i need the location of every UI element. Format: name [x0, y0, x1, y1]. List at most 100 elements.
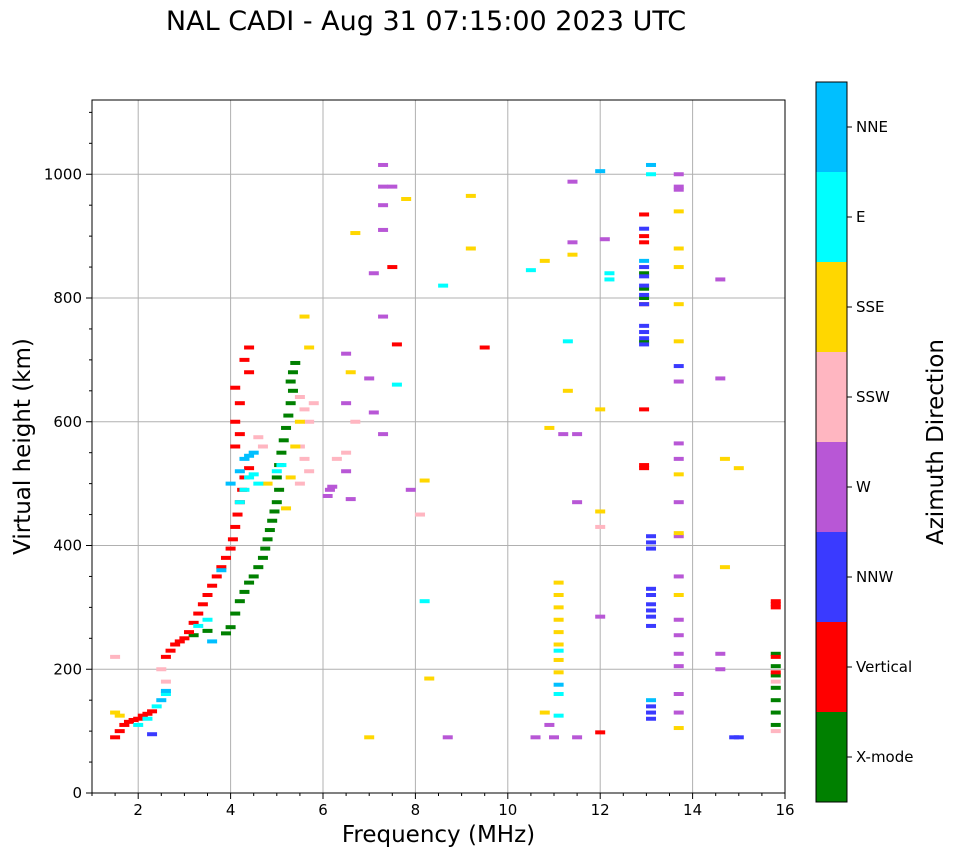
- colorbar-label: Vertical: [856, 658, 912, 676]
- data-point-x-mode: [770, 722, 781, 727]
- data-point-sse: [401, 197, 412, 201]
- data-point-w: [673, 184, 684, 189]
- data-point-w: [368, 271, 379, 276]
- data-point-w: [549, 735, 559, 740]
- data-point-sse: [281, 506, 292, 511]
- data-point-w: [322, 494, 333, 498]
- data-point-e: [160, 692, 171, 696]
- data-point-sse: [424, 676, 435, 681]
- data-point-ssw: [770, 679, 781, 684]
- data-point-nne: [207, 639, 218, 644]
- data-point-w: [673, 534, 684, 539]
- data-point-e: [604, 277, 615, 282]
- data-point-nne: [646, 162, 657, 167]
- data-point-x-mode: [770, 651, 781, 656]
- data-point-e: [234, 500, 245, 505]
- plot-area: [92, 100, 785, 793]
- y-tick-label: 200: [53, 660, 82, 678]
- data-point-sse: [673, 531, 684, 536]
- data-point-w: [442, 735, 453, 740]
- data-point-x-mode: [271, 500, 282, 505]
- y-axis-label: Virtual height (km): [10, 338, 36, 555]
- colorbar-segment: [816, 172, 847, 262]
- data-point-x-mode: [230, 611, 241, 616]
- data-point-w: [572, 500, 583, 505]
- data-point-w: [544, 722, 555, 727]
- data-point-x-mode: [262, 537, 273, 542]
- data-point-x-mode: [285, 379, 296, 384]
- x-tick-label: 16: [775, 801, 794, 819]
- data-point-nnw: [646, 602, 657, 607]
- colorbar-frame: [815, 81, 848, 803]
- data-point-sse: [562, 388, 573, 393]
- data-point-sse: [719, 456, 730, 461]
- y-tick-label: 600: [53, 413, 82, 431]
- x-tick-label: 6: [318, 801, 328, 819]
- data-point-w: [341, 401, 352, 406]
- data-point-vertical: [184, 630, 195, 635]
- data-point-e: [253, 481, 264, 486]
- data-point-sse: [553, 657, 564, 662]
- colorbar-segment: [816, 532, 847, 622]
- data-point-sse: [673, 209, 684, 214]
- data-point-nne: [639, 258, 650, 263]
- data-point-sse: [553, 670, 564, 675]
- data-point-vertical: [147, 709, 158, 714]
- colorbar-label: E: [856, 208, 865, 226]
- data-point-nnw: [646, 614, 657, 619]
- x-tick-label: 2: [133, 801, 143, 819]
- data-point-vertical: [207, 583, 218, 588]
- data-point-nnw: [639, 342, 650, 347]
- data-point-x-mode: [248, 574, 259, 579]
- data-point-sse: [673, 265, 684, 270]
- colorbar-segment: [816, 622, 847, 712]
- x-axis-label: Frequency (MHz): [342, 822, 535, 848]
- data-point-vertical: [119, 722, 130, 727]
- data-point-ssw: [415, 512, 426, 517]
- data-point-e: [553, 713, 564, 718]
- data-point-sse: [539, 710, 550, 715]
- data-point-ssw: [294, 481, 305, 486]
- data-point-ssw: [257, 444, 268, 449]
- data-point-vertical: [225, 546, 236, 551]
- data-point-vertical: [770, 654, 781, 659]
- data-point-x-mode: [639, 339, 650, 344]
- data-point-vertical: [639, 240, 650, 245]
- data-point-sse: [294, 419, 305, 424]
- data-point-nne: [248, 450, 259, 455]
- data-point-x-mode: [244, 580, 255, 585]
- data-point-e: [151, 704, 162, 709]
- data-point-nnw: [646, 586, 657, 591]
- data-point-sse: [553, 642, 564, 647]
- data-point-ssw: [160, 679, 171, 684]
- colorbar-label: W: [856, 478, 871, 496]
- data-point-ssw: [331, 456, 342, 461]
- data-point-w: [368, 410, 379, 415]
- data-point-nnw: [639, 265, 650, 270]
- data-point-vertical: [239, 357, 250, 362]
- colorbar-segment: [816, 352, 847, 442]
- data-point-vertical: [770, 670, 781, 675]
- data-point-w: [595, 614, 606, 619]
- data-point-vertical: [179, 636, 190, 641]
- data-point-vertical: [232, 512, 243, 517]
- data-point-vertical: [391, 342, 402, 347]
- data-point-sse: [719, 565, 730, 570]
- data-point-w: [715, 277, 726, 282]
- data-point-nnw: [646, 534, 657, 539]
- data-point-sse: [285, 475, 296, 480]
- colorbar-label: NNW: [856, 568, 893, 586]
- data-point-sse: [110, 710, 121, 715]
- data-point-w: [673, 187, 684, 192]
- data-point-w: [673, 651, 684, 656]
- y-tick-label: 1000: [44, 165, 82, 183]
- data-point-w: [599, 237, 610, 242]
- data-point-x-mode: [770, 685, 781, 690]
- data-point-nnw: [733, 735, 744, 740]
- x-tick-label: 12: [591, 801, 610, 819]
- data-point-w: [405, 487, 416, 492]
- data-point-e: [276, 463, 287, 468]
- data-point-nnw: [639, 274, 650, 279]
- data-point-sse: [544, 425, 555, 430]
- data-point-e: [133, 722, 144, 727]
